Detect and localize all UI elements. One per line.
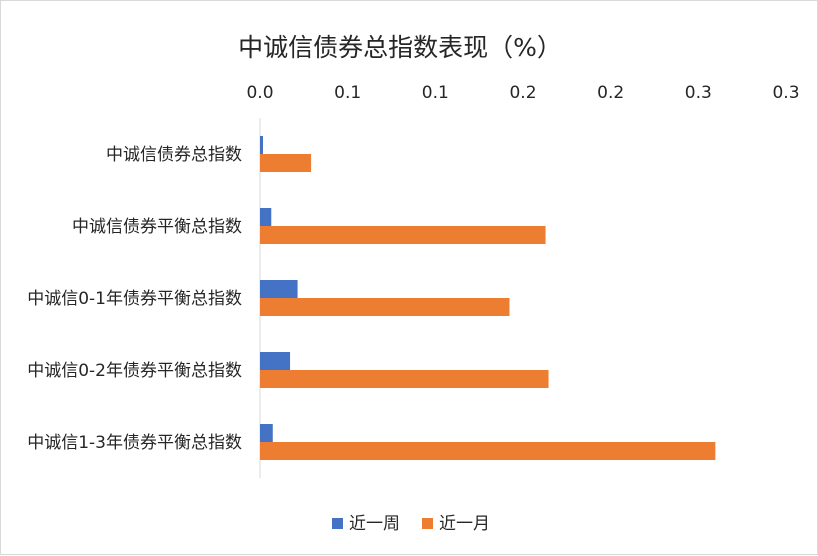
legend-label: 近一月 — [439, 514, 490, 534]
bar-week — [260, 136, 264, 154]
category-label: 中诚信0-2年债券平衡总指数 — [27, 361, 242, 381]
legend-swatch — [332, 518, 343, 529]
bar-month — [260, 226, 546, 244]
x-tick-label: 0.2 — [509, 83, 536, 103]
x-tick-label: 0.1 — [422, 83, 449, 103]
x-tick-label: 0.1 — [334, 83, 361, 103]
x-tick-label: 0.0 — [246, 83, 273, 103]
bars — [260, 136, 716, 460]
legend-swatch — [422, 518, 433, 529]
legend-label: 近一周 — [349, 514, 400, 534]
category-label: 中诚信债券平衡总指数 — [72, 217, 242, 237]
bar-month — [260, 442, 716, 460]
x-tick-label: 0.3 — [685, 83, 712, 103]
bar-week — [260, 208, 272, 226]
bar-week — [260, 280, 298, 298]
bar-month — [260, 298, 510, 316]
category-label: 中诚信0-1年债券平衡总指数 — [27, 289, 242, 309]
legend: 近一周 近一月 — [332, 514, 490, 534]
category-labels: 中诚信债券总指数中诚信债券平衡总指数中诚信0-1年债券平衡总指数中诚信0-2年债… — [27, 145, 242, 453]
category-label: 中诚信债券总指数 — [106, 145, 242, 165]
x-tick-label: 0.2 — [597, 83, 624, 103]
x-tick-label: 0.3 — [772, 83, 799, 103]
bar-month — [260, 370, 549, 388]
chart-title: 中诚信债券总指数表现（%） — [238, 33, 562, 62]
bar-week — [260, 352, 291, 370]
x-axis-ticks: 0.0 0.1 0.1 0.2 0.2 0.3 0.3 — [246, 83, 799, 103]
bar-week — [260, 424, 273, 442]
category-label: 中诚信1-3年债券平衡总指数 — [27, 433, 242, 453]
bar-month — [260, 154, 312, 172]
